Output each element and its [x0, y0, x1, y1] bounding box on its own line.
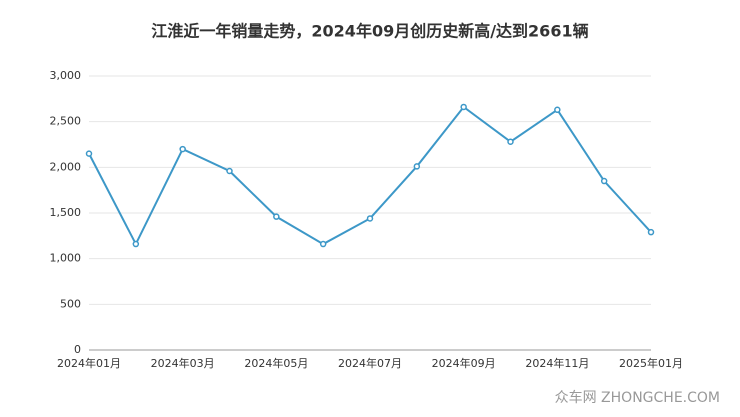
data-point	[319, 240, 327, 248]
data-point	[85, 150, 93, 157]
x-tick-label: 2024年11月	[525, 356, 589, 370]
data-point	[554, 106, 561, 114]
chart-title: 江淮近一年销量走势，2024年09月创历史新高/达到2661辆	[151, 22, 588, 41]
data-point	[507, 138, 514, 146]
series-line	[88, 105, 652, 247]
x-tick-label: 2025年01月	[619, 356, 683, 370]
data-point	[460, 103, 467, 111]
data-point	[179, 145, 186, 153]
data-point	[366, 215, 374, 222]
y-tick-label: 3,000	[50, 69, 82, 82]
y-tick-label: 1,500	[50, 206, 82, 219]
data-point	[132, 240, 140, 248]
x-tick-label: 2024年09月	[432, 356, 496, 370]
x-tick-label: 2024年01月	[57, 356, 121, 370]
data-point	[273, 213, 280, 220]
y-tick-label: 1,000	[50, 252, 82, 265]
y-tick-label: 0	[74, 343, 81, 356]
x-tick-label: 2024年07月	[338, 356, 402, 370]
y-tick-label: 500	[60, 297, 81, 310]
y-tick-label: 2,000	[50, 160, 82, 173]
watermark: 众车网 ZHONGCHE.COM	[555, 389, 720, 406]
data-point	[647, 228, 655, 236]
y-tick-label: 2,500	[50, 115, 82, 128]
data-point	[226, 167, 233, 175]
x-tick-label: 2024年05月	[244, 356, 308, 370]
data-point	[600, 177, 608, 185]
x-tick-label: 2024年03月	[151, 356, 215, 370]
data-point	[413, 163, 421, 170]
